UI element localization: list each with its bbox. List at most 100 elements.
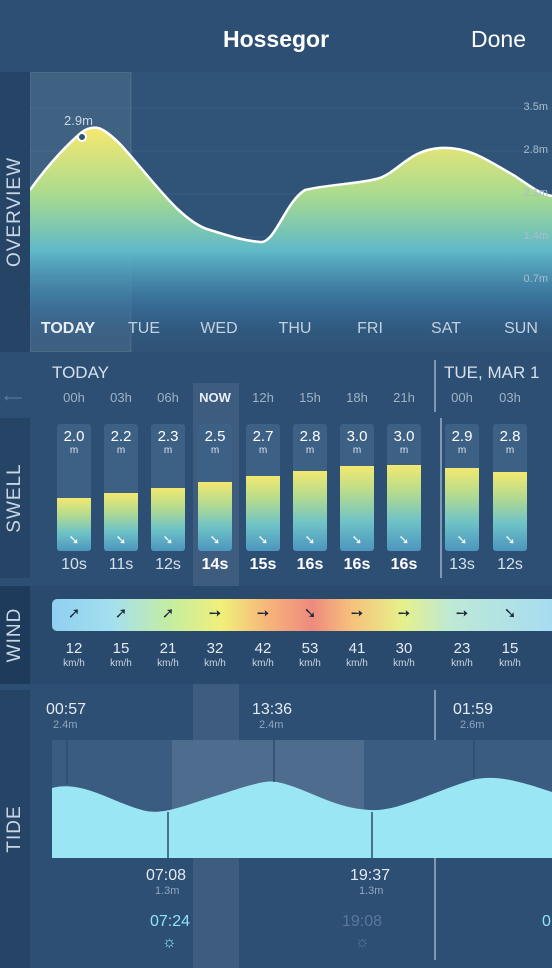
wind-speed: 23	[453, 640, 471, 657]
swell-period: 11s	[108, 556, 134, 573]
swell-height: 2.8	[299, 428, 321, 445]
swell-height: 2.9	[451, 428, 473, 445]
swell-column[interactable]: 2.5 m ➘	[198, 424, 232, 551]
swell-period: 12s	[497, 556, 523, 573]
wind-unit: km/h	[499, 658, 521, 669]
day-tab-fri[interactable]: FRI	[357, 320, 383, 337]
swell-period: 10s	[61, 556, 87, 573]
wind-color-bar	[52, 599, 552, 631]
low-tide-time: 07:08	[146, 867, 187, 884]
swell-height: 2.8	[499, 428, 521, 445]
low-tide-height: 1.3m	[359, 885, 384, 897]
swell-period: 14s	[201, 556, 229, 573]
swell-column[interactable]: 2.0 m ➘	[57, 424, 91, 551]
swell-column[interactable]: 2.7 m ➘	[246, 424, 280, 551]
swell-direction-icon: ➘	[68, 532, 80, 547]
swell-direction-icon: ➘	[304, 532, 316, 547]
day-tab-sun[interactable]: SUN	[504, 320, 538, 337]
back-arrow-icon[interactable]: ⟵	[4, 390, 23, 405]
swell-period: 12s	[155, 556, 181, 573]
swell-fill	[104, 492, 138, 551]
wind-unit: km/h	[110, 658, 132, 669]
tide-markers	[66, 740, 475, 858]
header: Hossegor Done	[0, 0, 552, 72]
wind-speed: 12	[65, 640, 83, 657]
swell-column[interactable]: 2.8 m ➘	[493, 424, 527, 551]
wind-speed: 42	[254, 640, 272, 657]
day-tab-sat[interactable]: SAT	[431, 320, 461, 337]
peak-label: 2.9m	[64, 113, 93, 128]
swell-fill	[340, 465, 374, 551]
swell-unit: m	[305, 445, 315, 456]
wind-speed: 53	[301, 640, 319, 657]
swell-fill	[57, 497, 91, 551]
wind-direction-icon: ➚	[161, 605, 175, 622]
y-tick: 3.5m	[523, 101, 548, 113]
swell-height: 2.7	[252, 428, 274, 445]
high-tide-height: 2.4m	[53, 719, 78, 731]
swell-height: 2.3	[157, 428, 179, 445]
swell-fill	[445, 468, 479, 551]
swell-fill	[493, 472, 527, 551]
swell-period: 16s	[343, 556, 371, 573]
done-button[interactable]: Done	[471, 26, 526, 52]
high-tide-time: 00:57	[46, 701, 87, 718]
swell-fill	[198, 482, 232, 551]
swell-column[interactable]: 2.2 m ➘	[104, 424, 138, 551]
high-tide-time: 13:36	[252, 701, 293, 718]
wind-speed: 15	[112, 640, 130, 657]
now-label: NOW	[199, 390, 231, 405]
swell-column[interactable]: 3.0 m ➘	[340, 424, 374, 551]
hour-label: 12h	[252, 390, 274, 405]
sunset-time: 19:08	[342, 913, 383, 930]
day-tab-today[interactable]: TODAY	[40, 320, 96, 337]
hour-label: 21h	[393, 390, 415, 405]
swell-period: 13s	[449, 556, 475, 573]
swell-unit: m	[69, 445, 79, 456]
hour-label: 03h	[110, 390, 132, 405]
swell-height: 3.0	[346, 428, 368, 445]
swell-column[interactable]: 2.3 m ➘	[151, 424, 185, 551]
swell-direction-icon: ➘	[115, 532, 127, 547]
wind-unit: km/h	[451, 658, 473, 669]
day-tab-tue[interactable]: TUE	[128, 320, 160, 337]
day-divider	[440, 418, 442, 578]
wind-speed: 32	[206, 640, 224, 657]
peak-marker	[77, 132, 87, 142]
swell-column[interactable]: 3.0 m ➘	[387, 424, 421, 551]
hour-label: 03h	[499, 390, 521, 405]
tide-section-label: TIDE	[0, 690, 30, 968]
swell-unit: m	[258, 445, 268, 456]
day-tab-wed[interactable]: WED	[200, 320, 238, 337]
wind-direction-icon: ➘	[303, 605, 317, 622]
low-tide-height: 1.3m	[155, 885, 180, 897]
swell-direction-icon: ➘	[456, 532, 468, 547]
high-tide-height: 2.6m	[460, 719, 485, 731]
swell-section-label: SWELL	[0, 418, 30, 578]
wind-unit: km/h	[204, 658, 226, 669]
wind-section-label: WIND	[0, 586, 30, 684]
swell-column[interactable]: 2.9 m ➘	[445, 424, 479, 551]
low-tide-time: 19:37	[350, 867, 391, 884]
wind-speed: 30	[395, 640, 413, 657]
swell-direction-icon: ➘	[257, 532, 269, 547]
day-divider	[434, 360, 436, 412]
y-tick: 2.8m	[523, 144, 548, 156]
swell-unit: m	[352, 445, 362, 456]
day-tab-thu[interactable]: THU	[278, 320, 312, 337]
wind-direction-icon: ➙	[350, 605, 364, 622]
swell-fill	[246, 476, 280, 551]
swell-direction-icon: ➘	[351, 532, 363, 547]
swell-period: 15s	[249, 556, 277, 573]
wind-direction-icon: ➙	[256, 605, 270, 622]
swell-height: 2.0	[63, 428, 85, 445]
swell-height: 3.0	[393, 428, 415, 445]
swell-column[interactable]: 2.8 m ➘	[293, 424, 327, 551]
high-tide-height: 2.4m	[259, 719, 284, 731]
wind-unit: km/h	[157, 658, 179, 669]
wind-direction-icon: ➙	[455, 605, 469, 622]
next-sunrise-time: 0	[542, 913, 551, 930]
sunset-icon: ☼	[355, 934, 370, 951]
wind-unit: km/h	[393, 658, 415, 669]
date-header-tue: TUE, MAR 1	[444, 363, 540, 382]
